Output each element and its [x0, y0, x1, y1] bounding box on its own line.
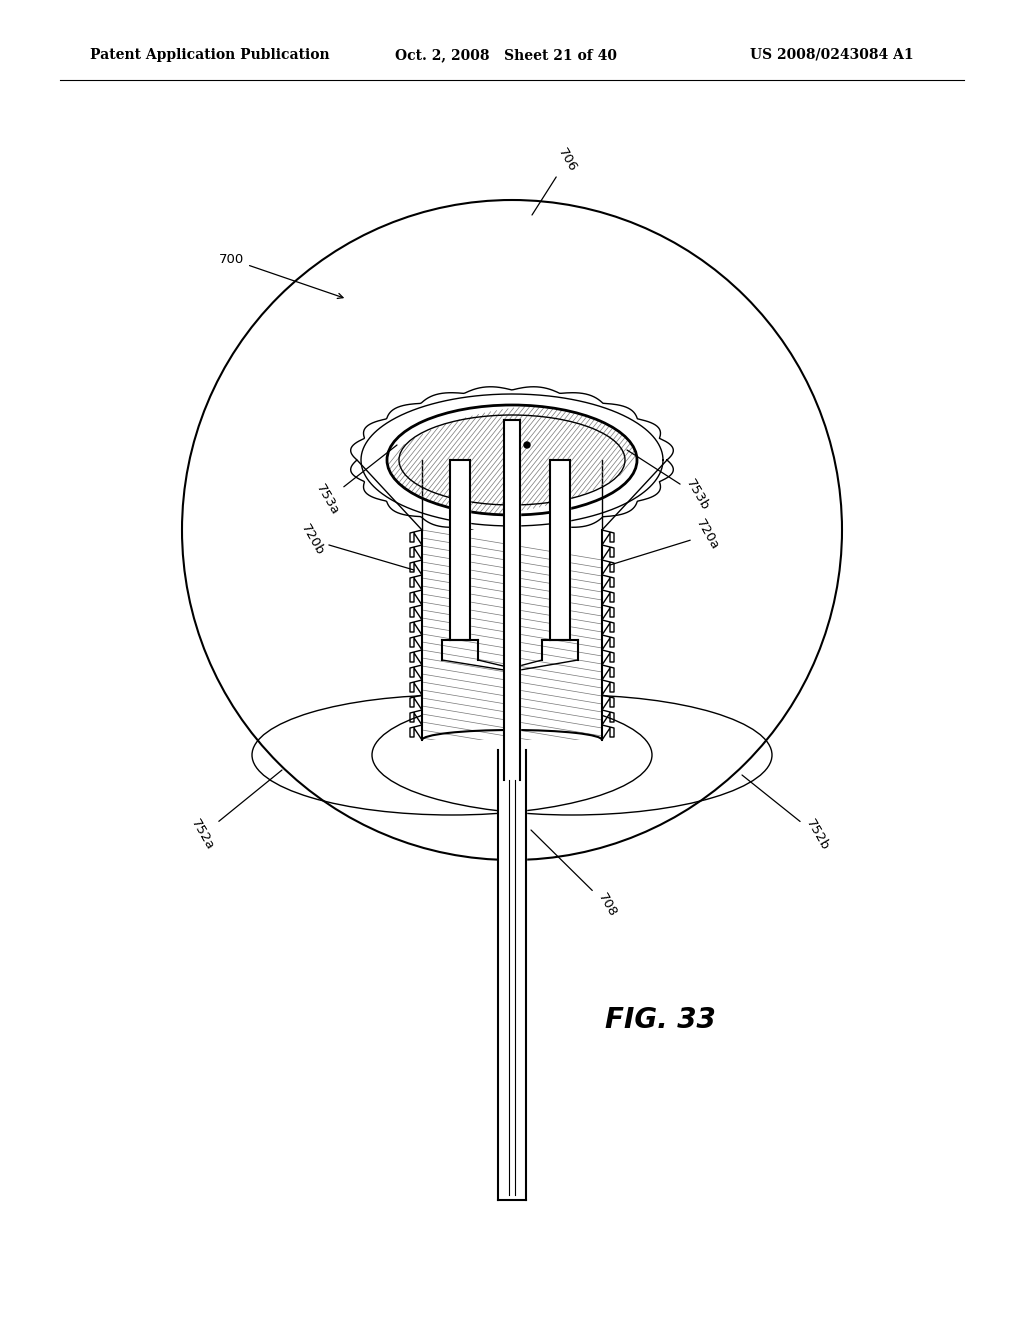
Circle shape [524, 442, 530, 447]
Text: 720a: 720a [610, 517, 721, 565]
Text: 753a: 753a [313, 445, 397, 517]
Text: Patent Application Publication: Patent Application Publication [90, 48, 330, 62]
Text: FIG. 33: FIG. 33 [604, 1006, 716, 1034]
Text: US 2008/0243084 A1: US 2008/0243084 A1 [750, 48, 913, 62]
Text: 720b: 720b [298, 523, 414, 570]
Text: 752b: 752b [742, 775, 831, 853]
Text: 708: 708 [531, 830, 618, 919]
Text: 700: 700 [219, 253, 343, 298]
Ellipse shape [387, 405, 637, 515]
Text: 752a: 752a [188, 770, 282, 853]
Text: 753b: 753b [627, 450, 711, 513]
Text: 706: 706 [532, 145, 579, 215]
Polygon shape [422, 531, 602, 741]
Text: Oct. 2, 2008   Sheet 21 of 40: Oct. 2, 2008 Sheet 21 of 40 [395, 48, 617, 62]
